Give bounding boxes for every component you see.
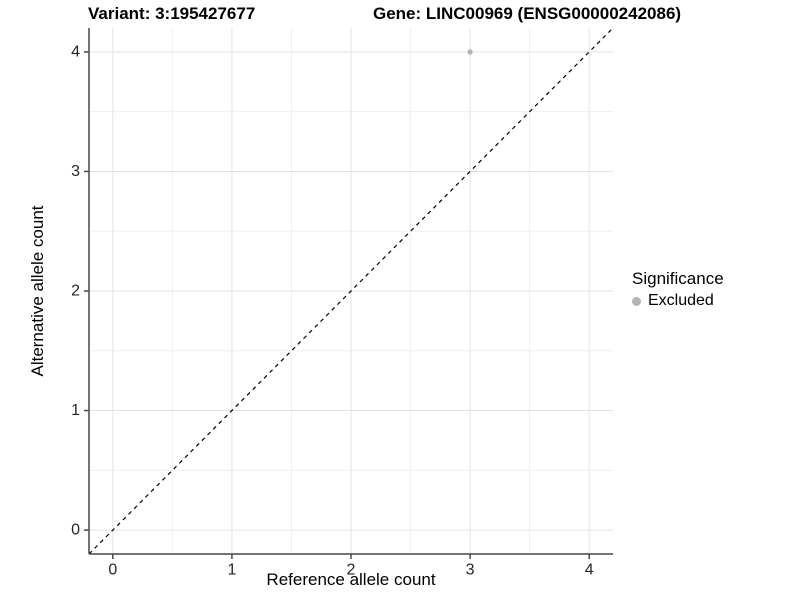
x-axis-label: Reference allele count [266,570,436,589]
y-tick-label: 1 [71,402,80,419]
legend: Significance Excluded [632,269,724,310]
x-tick-label: 2 [347,561,356,578]
identity-reference-line [88,27,614,555]
y-axis-label: Alternative allele count [28,205,47,377]
x-tick-label: 3 [466,561,475,578]
y-tick-label: 4 [71,43,80,60]
x-tick-label: 4 [585,561,594,578]
x-tick-label: 0 [108,561,117,578]
x-tick-label: 1 [227,561,236,578]
legend-item-excluded: Excluded [632,292,724,310]
variant-title: Variant: 3:195427677 [88,4,256,23]
legend-item-label: Excluded [648,292,714,309]
legend-title: Significance [632,269,724,288]
gene-title: Gene: LINC00969 (ENSG00000242086) [373,4,682,23]
y-tick-label: 0 [71,522,80,539]
data-point [467,49,473,55]
legend-point-icon [632,296,641,306]
y-tick-label: 2 [71,283,80,300]
y-tick-label: 3 [71,163,80,180]
